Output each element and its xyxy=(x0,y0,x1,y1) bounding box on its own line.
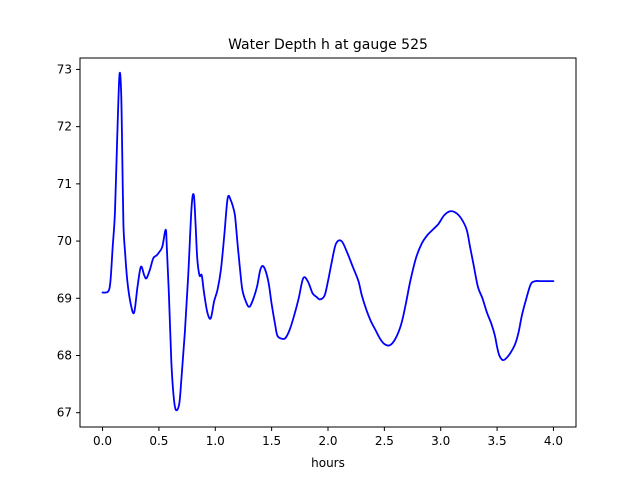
x-tick-label: 4.0 xyxy=(544,434,563,448)
x-tick-label: 3.0 xyxy=(431,434,450,448)
series-line xyxy=(101,71,555,412)
y-tick-label: 73 xyxy=(57,62,72,76)
y-tick-label: 72 xyxy=(57,120,72,134)
y-axis: 67 68 69 70 71 72 73 xyxy=(57,62,80,420)
x-axis-label: hours xyxy=(311,456,345,470)
x-tick-label: 1.5 xyxy=(262,434,281,448)
x-tick-label: 0.0 xyxy=(93,434,112,448)
y-tick-label: 68 xyxy=(57,348,72,362)
x-tick-label: 3.5 xyxy=(488,434,507,448)
x-axis: 0.0 0.5 1.0 1.5 2.0 2.5 3.0 3.5 4.0 xyxy=(93,427,563,448)
y-tick-label: 70 xyxy=(57,234,72,248)
x-tick-label: 2.5 xyxy=(375,434,394,448)
y-tick-label: 67 xyxy=(57,406,72,420)
x-tick-label: 0.5 xyxy=(149,434,168,448)
x-tick-label: 1.0 xyxy=(206,434,225,448)
x-tick-label: 2.0 xyxy=(318,434,337,448)
y-tick-label: 69 xyxy=(57,291,72,305)
y-tick-label: 71 xyxy=(57,177,72,191)
chart-title: Water Depth h at gauge 525 xyxy=(228,37,428,53)
